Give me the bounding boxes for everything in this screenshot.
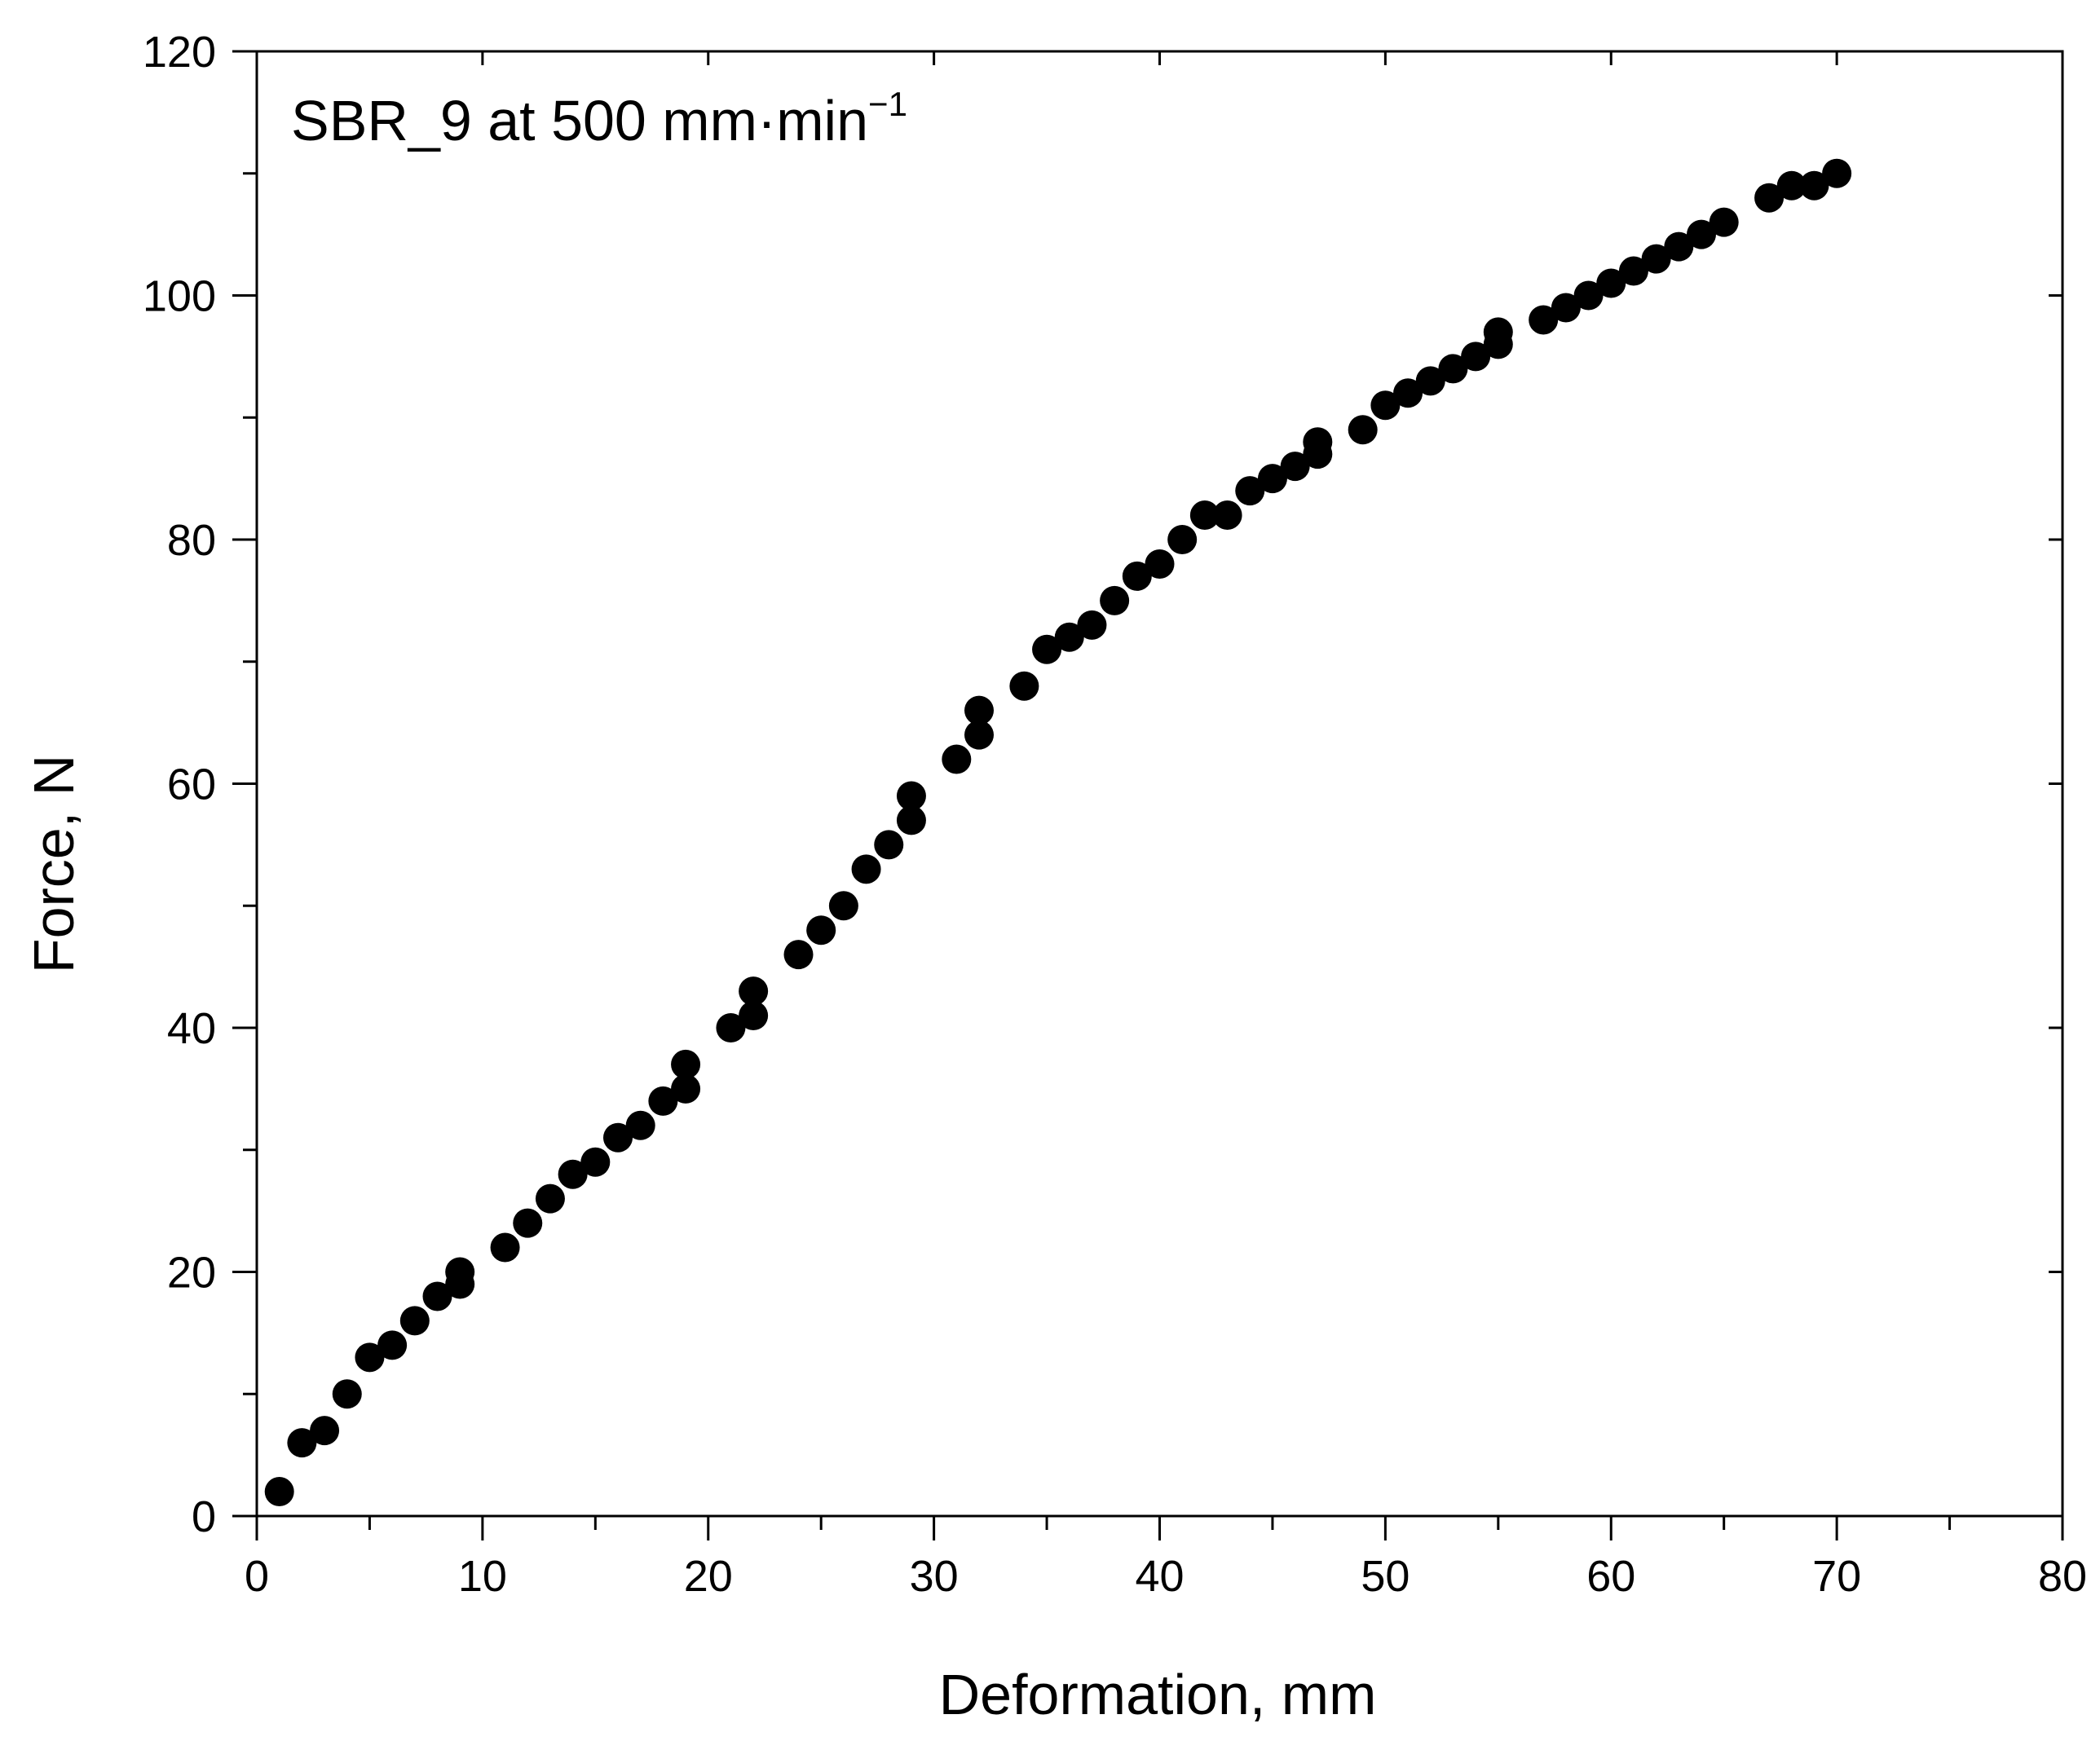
data-point: [1393, 378, 1423, 408]
data-point: [1641, 244, 1671, 274]
y-tick-label: 80: [167, 516, 216, 565]
x-tick-label: 70: [1812, 1552, 1861, 1601]
y-tick-label: 40: [167, 1004, 216, 1053]
data-point: [1822, 158, 1852, 188]
data-point: [1799, 170, 1829, 201]
y-axis-label: Force, N: [22, 755, 86, 973]
data-point: [1529, 305, 1559, 335]
data-point: [874, 830, 904, 860]
plot-frame: [255, 50, 2064, 1518]
data-point: [1551, 293, 1581, 323]
x-axis-label: Deformation, mm: [939, 1663, 1377, 1726]
annotation-superscript: −1: [868, 85, 907, 123]
data-point: [1370, 390, 1401, 421]
y-tick-label: 100: [143, 272, 216, 321]
data-point: [355, 1342, 385, 1373]
data-point: [445, 1257, 475, 1287]
data-point: [783, 940, 814, 970]
data-point: [1687, 219, 1716, 249]
data-point: [287, 1428, 317, 1458]
data-point: [580, 1147, 611, 1177]
data-point: [625, 1110, 655, 1140]
data-point: [1438, 354, 1468, 384]
data-point: [603, 1122, 633, 1153]
data-point: [1483, 317, 1513, 347]
data-point: [1009, 671, 1039, 701]
data-point: [964, 720, 994, 750]
data-point: [671, 1073, 701, 1104]
y-tick-label: 120: [143, 28, 216, 77]
data-point: [513, 1208, 543, 1238]
x-tick-label: 30: [910, 1552, 959, 1601]
y-tick-label: 60: [167, 760, 216, 809]
data-point: [1077, 610, 1107, 640]
data-point: [377, 1330, 408, 1360]
data-point: [851, 854, 881, 884]
data-point: [739, 1001, 769, 1031]
data-point: [806, 915, 836, 945]
data-point: [422, 1281, 452, 1311]
data-point: [716, 1013, 746, 1042]
data-point: [1212, 500, 1242, 531]
data-point: [399, 1306, 430, 1336]
x-tick-label: 20: [684, 1552, 733, 1601]
data-points: [264, 158, 1852, 1507]
x-tick-label: 60: [1586, 1552, 1635, 1601]
annotation-main: SBR_9 at 500 mm·min: [291, 89, 868, 152]
data-point: [1709, 207, 1739, 237]
data-point: [1189, 500, 1220, 531]
data-point: [490, 1232, 520, 1263]
data-point: [648, 1086, 678, 1116]
x-tick-label: 0: [245, 1552, 269, 1601]
x-tick-label: 10: [458, 1552, 507, 1601]
tick-labels-layer: 0 10 20 30 40 50 60 70 80 0 20 40 60 80 100 120: [143, 28, 2087, 1601]
data-point: [1235, 476, 1265, 506]
data-point: [1754, 183, 1785, 213]
data-point: [1618, 256, 1648, 286]
data-point: [828, 891, 858, 921]
data-point: [671, 1049, 701, 1079]
data-point: [964, 695, 994, 725]
data-point: [739, 976, 769, 1007]
data-point: [1100, 585, 1130, 615]
data-point: [1415, 366, 1445, 396]
data-point: [942, 744, 972, 774]
data-point: [264, 1477, 294, 1507]
x-tick-label: 50: [1361, 1552, 1410, 1601]
data-point: [1032, 634, 1062, 664]
data-point: [310, 1416, 340, 1446]
data-point: [1776, 170, 1807, 201]
data-point: [1664, 231, 1694, 262]
ticks-layer: [232, 50, 2064, 1540]
data-point: [558, 1159, 588, 1189]
y-tick-label: 20: [167, 1249, 216, 1298]
data-point: [896, 805, 926, 835]
data-point: [1348, 415, 1378, 445]
data-point: [332, 1379, 362, 1409]
x-tick-label: 40: [1135, 1552, 1184, 1601]
data-point: [1054, 622, 1084, 652]
data-point: [1573, 280, 1604, 311]
data-point: [1596, 268, 1626, 298]
data-point: [896, 781, 926, 811]
data-point: [1122, 561, 1152, 591]
data-point: [535, 1183, 565, 1214]
y-tick-label: 0: [192, 1492, 216, 1541]
data-point: [1461, 342, 1491, 372]
data-point: [1280, 452, 1310, 482]
data-point: [1303, 427, 1333, 457]
data-point: [1145, 549, 1175, 579]
data-point: [1167, 525, 1198, 554]
x-tick-label: 80: [2038, 1552, 2087, 1601]
chart-annotation: SBR_9 at 500 mm·min−1: [291, 85, 907, 152]
data-point: [1257, 464, 1287, 494]
